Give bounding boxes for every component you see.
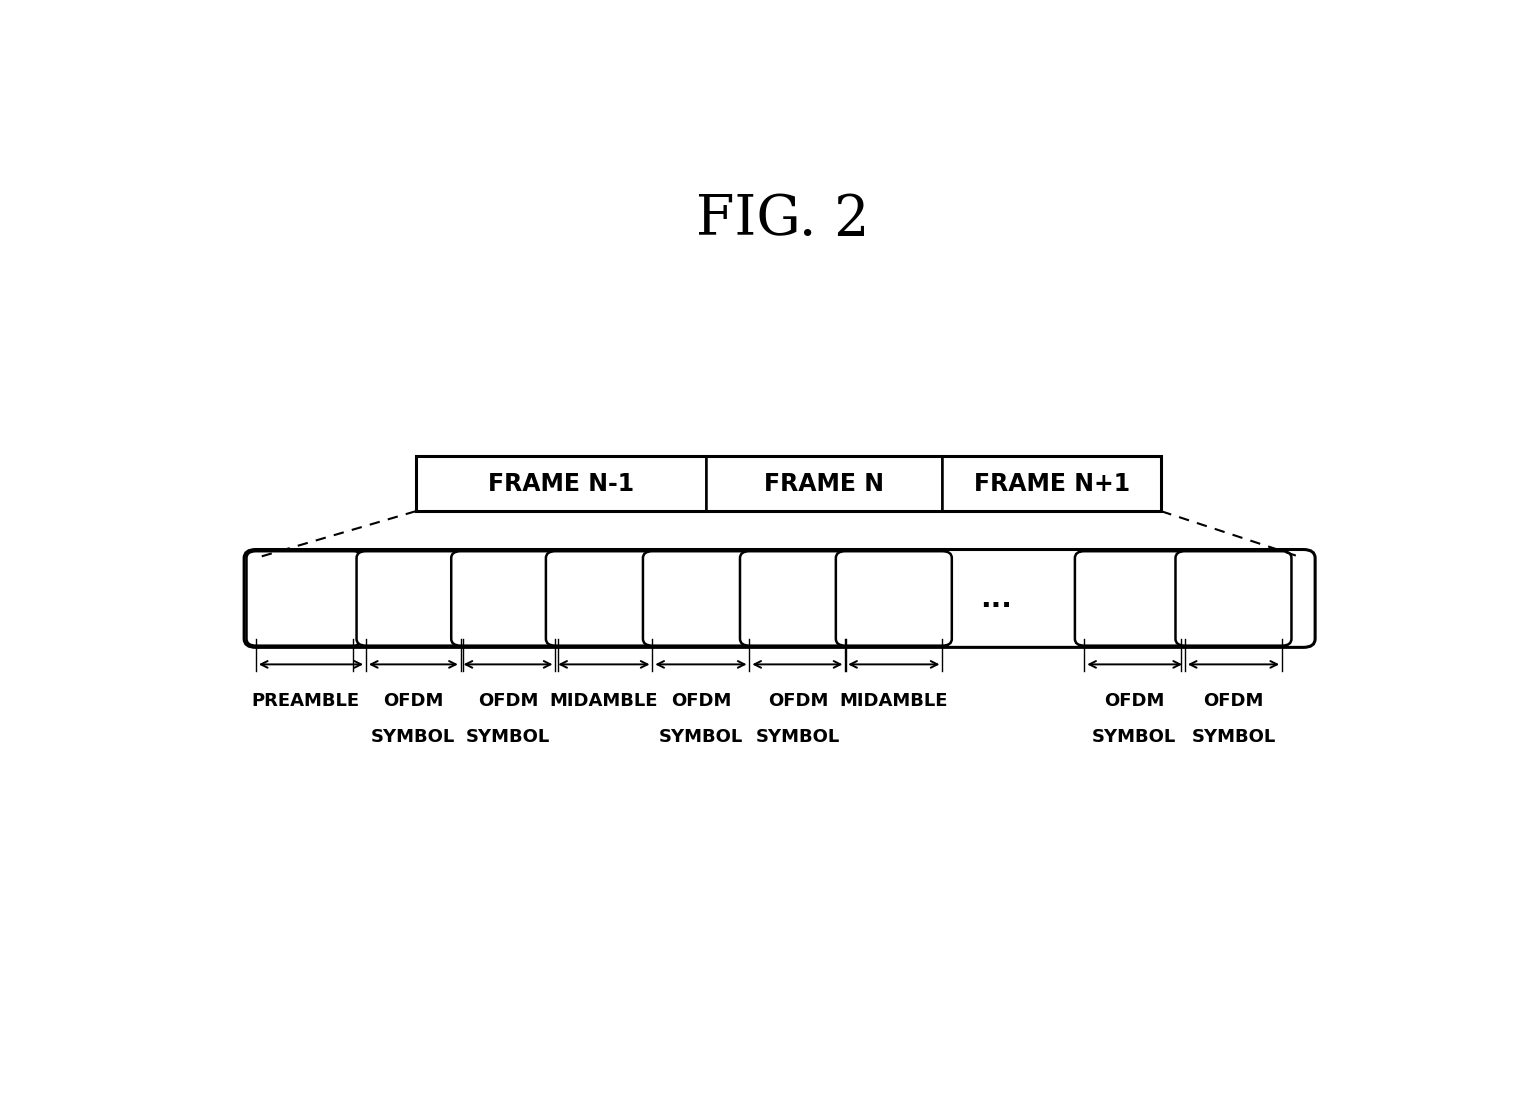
Text: MIDAMBLE: MIDAMBLE [840,692,948,709]
FancyBboxPatch shape [246,551,362,645]
FancyBboxPatch shape [1075,551,1191,645]
FancyBboxPatch shape [452,551,567,645]
FancyBboxPatch shape [356,551,472,645]
Text: OFDM: OFDM [768,692,828,709]
Text: OFDM: OFDM [478,692,538,709]
FancyBboxPatch shape [942,456,1162,512]
FancyBboxPatch shape [1176,551,1292,645]
FancyBboxPatch shape [643,551,759,645]
Text: SYMBOL: SYMBOL [756,728,840,746]
Text: FRAME N+1: FRAME N+1 [974,472,1130,495]
Text: SYMBOL: SYMBOL [371,728,455,746]
Text: SYMBOL: SYMBOL [1092,728,1176,746]
FancyBboxPatch shape [415,456,705,512]
FancyBboxPatch shape [835,551,951,645]
FancyBboxPatch shape [741,551,857,645]
Text: FRAME N: FRAME N [764,472,884,495]
Text: SYMBOL: SYMBOL [1191,728,1275,746]
Text: FRAME N-1: FRAME N-1 [487,472,634,495]
FancyBboxPatch shape [547,551,661,645]
Text: OFDM: OFDM [1104,692,1164,709]
Text: MIDAMBLE: MIDAMBLE [550,692,658,709]
Text: OFDM: OFDM [383,692,443,709]
Text: PREAMBLE: PREAMBLE [252,692,360,709]
Text: SYMBOL: SYMBOL [658,728,744,746]
Text: ...: ... [980,585,1011,613]
FancyBboxPatch shape [244,549,1315,648]
Text: SYMBOL: SYMBOL [466,728,550,746]
Text: FIG. 2: FIG. 2 [696,192,869,246]
Text: OFDM: OFDM [1203,692,1264,709]
Text: OFDM: OFDM [670,692,731,709]
FancyBboxPatch shape [705,456,942,512]
